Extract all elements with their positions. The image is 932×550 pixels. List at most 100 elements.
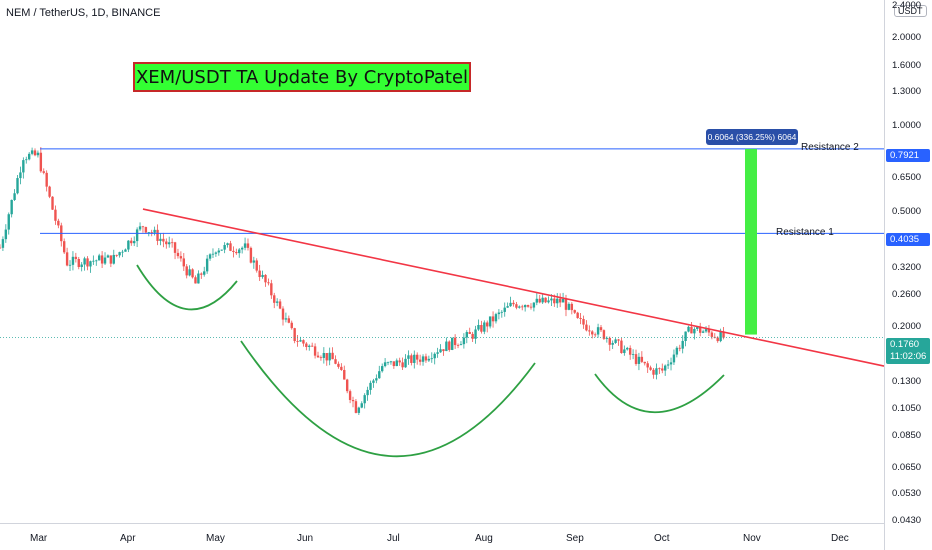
date-tick: Aug: [475, 533, 493, 544]
candle-body: [62, 241, 66, 253]
analysis-title: XEM/USDT TA Update By CryptoPatel: [133, 62, 471, 92]
candle-body: [13, 193, 16, 200]
candle-body: [471, 333, 474, 339]
candle-body: [51, 196, 54, 210]
candle-body: [488, 316, 492, 327]
candle-body: [135, 229, 139, 242]
target-projection-bar: [745, 148, 757, 335]
date-tick: Jun: [297, 533, 314, 544]
drawing-overlays: [0, 148, 885, 458]
candle-body: [468, 332, 471, 334]
candle-body: [483, 322, 486, 332]
price-tick: 0.3200: [892, 262, 922, 273]
candle-body: [599, 327, 603, 331]
candle-body: [383, 362, 387, 367]
candle-body: [264, 274, 267, 283]
candle-body: [593, 334, 597, 336]
candle-body: [465, 332, 468, 338]
candle-body: [319, 357, 323, 359]
candle-body: [649, 367, 652, 370]
candle-body: [518, 306, 521, 308]
candle-body: [707, 329, 711, 333]
candle-body: [109, 255, 113, 264]
candle-body: [214, 252, 218, 254]
candle-body: [526, 305, 530, 307]
candle-body: [258, 270, 261, 278]
candle-body: [541, 297, 544, 303]
candle-body: [284, 318, 288, 320]
candle-body: [588, 330, 591, 332]
candle-body: [121, 251, 124, 253]
candle-body: [287, 318, 291, 323]
currency-unit-button[interactable]: USDT: [894, 5, 927, 17]
candle-body: [270, 283, 273, 296]
candle-body: [156, 229, 159, 241]
candle-body: [421, 356, 425, 362]
candle-body: [30, 150, 34, 154]
candle-body: [687, 326, 690, 332]
candle-body: [602, 330, 606, 339]
candle-body: [138, 226, 142, 230]
candle-body: [398, 360, 401, 363]
candle-body: [596, 327, 600, 335]
candle-body: [57, 220, 60, 226]
candle-body: [445, 341, 448, 352]
candle-body: [442, 349, 445, 352]
candle-body: [617, 339, 620, 341]
candle-body: [86, 258, 89, 267]
candle-body: [430, 358, 433, 360]
candle-body: [634, 354, 638, 364]
candle-body: [240, 247, 244, 250]
bar-countdown: 11:02:06: [890, 351, 927, 362]
candle-body: [118, 252, 121, 256]
date-tick: Sep: [566, 533, 584, 544]
candle-body: [7, 214, 10, 230]
candle-body: [65, 252, 69, 266]
date-tick: Jul: [387, 533, 400, 544]
candle-body: [170, 242, 174, 244]
candle-body: [124, 249, 127, 252]
candle-body: [427, 358, 431, 361]
candle-body: [363, 395, 366, 404]
candle-body: [325, 353, 328, 361]
candle-body: [652, 369, 655, 375]
price-tick: 0.5000: [892, 206, 922, 217]
candle-body: [203, 271, 206, 275]
candle-body: [614, 339, 617, 343]
candle-body: [22, 160, 25, 173]
candle-body: [661, 368, 664, 371]
price-tick: 1.6000: [892, 60, 922, 71]
candle-body: [669, 362, 673, 365]
candle-body: [194, 277, 197, 284]
candle-body: [4, 229, 8, 240]
candle-body: [459, 344, 463, 346]
candle-body: [655, 368, 658, 375]
candle-body: [392, 361, 396, 367]
candle-body: [334, 359, 337, 364]
candle-body: [375, 378, 378, 381]
candle-body: [413, 354, 416, 363]
candle-body: [561, 298, 565, 303]
price-tick: 0.2000: [892, 321, 922, 332]
candle-body: [92, 260, 95, 262]
candle-body: [620, 340, 623, 354]
candle-body: [255, 260, 258, 271]
price-tick: 2.0000: [892, 32, 922, 43]
price-tick: 0.1300: [892, 376, 922, 387]
candle-body: [395, 360, 398, 367]
current-price-tag: 0.1760 11:02:06: [886, 338, 930, 364]
candle-body: [605, 337, 609, 339]
candle-body: [16, 178, 19, 194]
candle-body: [567, 303, 571, 310]
candle-body: [684, 331, 687, 341]
candle-body: [208, 254, 212, 259]
resistance-1-price-tag: 0.4035: [886, 233, 930, 246]
candle-body: [579, 318, 582, 319]
candle-body: [252, 260, 256, 263]
candle-body: [205, 258, 209, 272]
right-shoulder-arc: [594, 373, 725, 414]
candle-body: [372, 380, 375, 383]
candle-body: [486, 322, 489, 327]
candle-body: [39, 152, 43, 172]
